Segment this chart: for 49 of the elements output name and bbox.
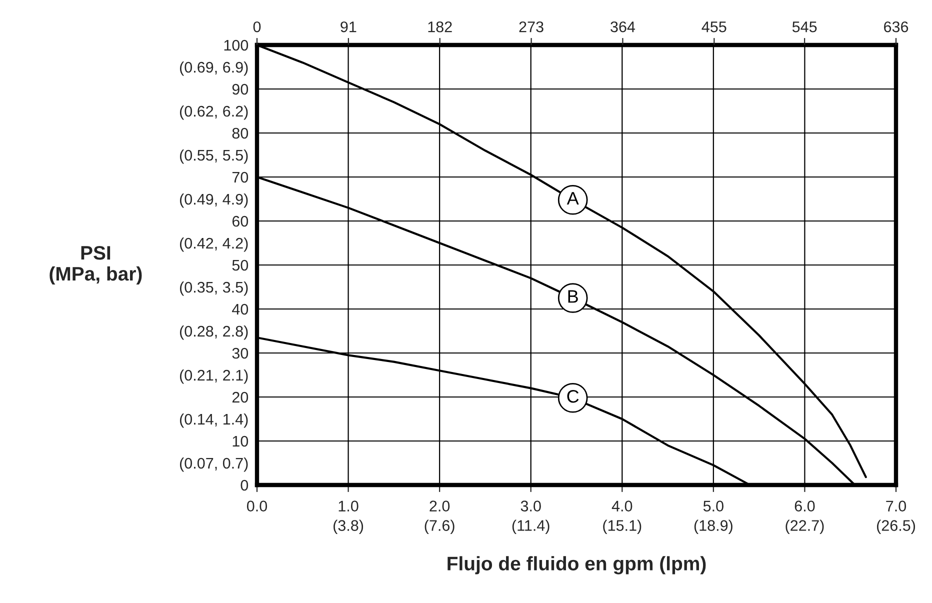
y-tick-label: (0.07, 0.7) — [180, 457, 248, 472]
x-tick-label: 6.0 — [794, 500, 815, 512]
text: (11.4) — [512, 520, 550, 534]
x-tick-label: 3.0 — [520, 500, 541, 512]
y-tick-label: 30 — [232, 348, 248, 359]
x2-tick-label: 273 — [519, 21, 544, 32]
x2-tick-label: 545 — [792, 22, 817, 32]
text: (3.8) — [334, 520, 364, 534]
x-tick-label: 4.0 — [612, 500, 632, 512]
x2-tick-label: 0 — [253, 21, 261, 32]
x-tick-label: 0.0 — [246, 500, 268, 512]
x-tick-label: 1.0 — [338, 500, 358, 512]
y-tick-label: (0.21, 2.1) — [180, 369, 248, 384]
x-axis-title: Flujo de fluido en gpm (lpm) — [448, 556, 706, 574]
text: (22.7) — [786, 520, 824, 534]
series-label: B — [568, 290, 578, 303]
y-tick-label: 70 — [232, 172, 248, 183]
y-tick-label: 10 — [232, 436, 248, 447]
x-tick-label: 5.0 — [703, 500, 724, 512]
y-tick-label: 100 — [224, 40, 248, 51]
y-tick-label: 90 — [232, 84, 248, 95]
text: (7.6) — [424, 520, 454, 534]
x2-tick-label: 455 — [702, 22, 726, 32]
y-tick-label: (0.55, 5.5) — [180, 149, 248, 164]
y-tick-label: (0.49, 4.9) — [180, 193, 248, 208]
x2-tick-label: 182 — [428, 21, 452, 32]
text: (18.9) — [694, 520, 732, 534]
y-tick-label: (0.35, 3.5) — [180, 281, 248, 296]
y-tick-label: 20 — [232, 392, 248, 403]
y-tick-label: (0.42, 4.2) — [180, 237, 248, 252]
y-tick-label: (0.62, 6.2) — [180, 105, 248, 120]
y-tick-label: (0.69, 6.9) — [180, 61, 248, 76]
y-tick-label: 0 — [240, 480, 248, 491]
x2-tick-label: 636 — [884, 21, 908, 32]
x2-tick-label: 91 — [340, 21, 356, 32]
series-label: C — [567, 390, 579, 403]
x2-tick-label: 364 — [610, 21, 636, 32]
y-tick-label: (0.14, 1.4) — [180, 413, 248, 428]
y-axis-title: PSI (MPa, bar) — [50, 246, 142, 285]
x-tick-label: 7.0 — [886, 500, 906, 512]
text: (26.5) — [876, 520, 916, 534]
series-label: A — [566, 192, 579, 205]
text: (15.1) — [603, 520, 642, 534]
x-tick-label: 2.0 — [430, 500, 450, 512]
y-tick-label: 50 — [232, 260, 248, 271]
y-tick-label: 60 — [232, 216, 248, 227]
y-tick-label: 80 — [232, 128, 248, 139]
y-tick-label: 40 — [232, 304, 248, 315]
y-tick-label: (0.28, 2.8) — [180, 325, 248, 340]
